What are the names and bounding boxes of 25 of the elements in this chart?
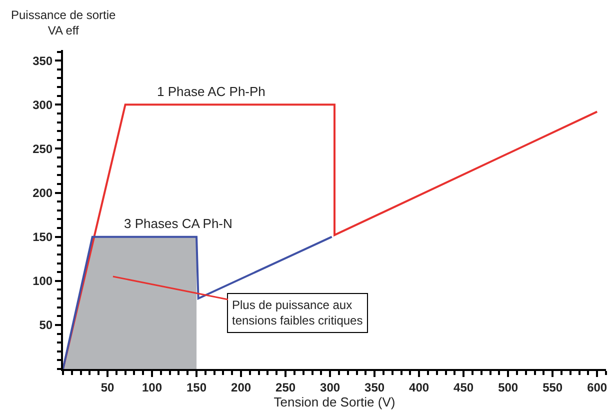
y-tick-label: 350 — [32, 54, 53, 68]
y-tick-label: 250 — [32, 142, 53, 156]
x-tick-label: 400 — [409, 380, 430, 394]
x-tick-label: 150 — [186, 380, 207, 394]
y-tick-label: 50 — [39, 318, 53, 332]
x-tick-label: 450 — [454, 380, 474, 394]
line-series — [63, 104, 598, 369]
y-tick-label: 100 — [32, 274, 53, 288]
y-tick-label: 200 — [32, 186, 53, 200]
x-tick-label: 250 — [276, 380, 296, 394]
annotation: Plus de puissance aux tensions faibles critiques — [232, 298, 363, 328]
series-label: 3 Phases CA Ph-N — [124, 216, 232, 231]
x-tick-label: 100 — [142, 380, 162, 394]
series-label: 1 Phase AC Ph-Ph — [157, 84, 266, 99]
y-tick-label: 150 — [32, 230, 53, 244]
x-tick-label: 200 — [231, 380, 252, 394]
y-tick-label: 300 — [32, 98, 53, 112]
y-axis-title: Puissance de sortie VA eff — [11, 8, 116, 38]
x-tick-label: 550 — [542, 380, 563, 394]
x-tick-label: 500 — [498, 380, 518, 394]
x-axis-title: Tension de Sortie (V) — [274, 394, 396, 410]
x-tick-label: 350 — [364, 380, 385, 394]
x-tick-label: 50 — [100, 380, 115, 394]
x-tick-label: 600 — [587, 380, 608, 394]
x-tick-label: 300 — [320, 380, 340, 394]
